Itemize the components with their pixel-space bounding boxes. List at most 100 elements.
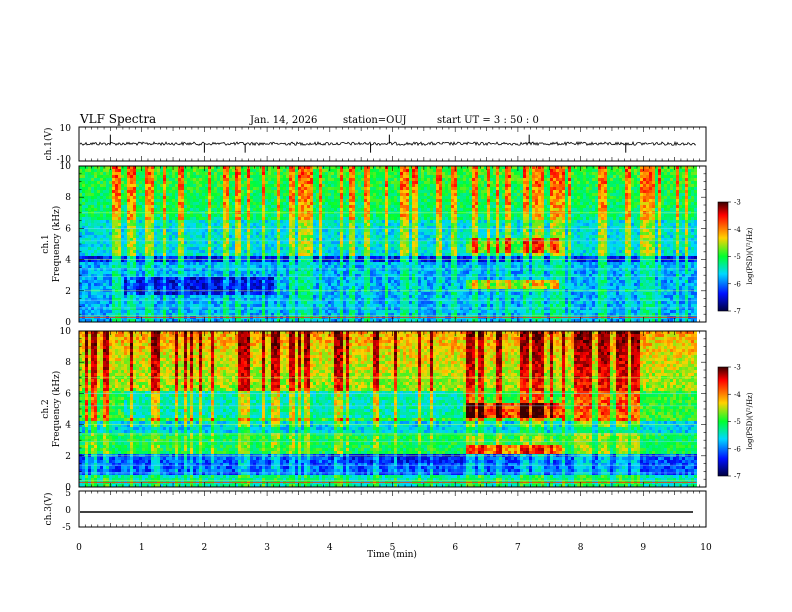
ch1-spectrogram-cell xyxy=(100,175,103,178)
ch1-spectrogram-cell xyxy=(301,187,304,190)
ch1-spectrogram-cell xyxy=(202,196,205,199)
ch1-spectrogram-cell xyxy=(142,304,145,307)
ch1-spectrogram-cell xyxy=(286,175,289,178)
ch1-spectrogram-cell xyxy=(229,199,232,202)
ch1-spectrogram-cell xyxy=(142,295,145,298)
ch1-spectrogram-cell xyxy=(337,319,340,322)
ch1-spectrogram-cell xyxy=(343,253,346,256)
ch1-spectrogram-cell xyxy=(235,175,238,178)
ch1-spectrogram-cell xyxy=(280,244,283,247)
ch1-spectrogram-cell xyxy=(343,214,346,217)
ch1-spectrogram-cell xyxy=(238,295,241,298)
ch1-spectrogram-cell xyxy=(352,229,355,232)
ch1-spectrogram-cell xyxy=(301,214,304,217)
ch1-spectrogram-cell xyxy=(328,313,331,316)
ch1-spectrogram-cell xyxy=(328,202,331,205)
ch1-spectrogram-cell xyxy=(202,217,205,220)
ch1-spectrogram-cell xyxy=(79,307,82,310)
ch1-spectrogram-cell xyxy=(145,298,148,301)
ch1-spectrogram-cell xyxy=(346,226,349,229)
ch1-spectrogram-cell xyxy=(304,202,307,205)
ch1-spectrogram-cell xyxy=(208,292,211,295)
ch1-spectrogram-cell xyxy=(166,277,169,280)
ch1-spectrogram-cell xyxy=(289,226,292,229)
ch1-spectrogram-cell xyxy=(262,202,265,205)
ch1-spectrogram-cell xyxy=(259,232,262,235)
ch1-spectrogram-cell xyxy=(319,214,322,217)
ch1-spectrogram-cell xyxy=(115,295,118,298)
ch1-spectrogram-cell xyxy=(118,172,121,175)
ch1-spectrogram-cell xyxy=(142,172,145,175)
ch1-spectrogram-cell xyxy=(85,238,88,241)
ch1-spectrogram-cell xyxy=(94,175,97,178)
ch1-spectrogram-cell xyxy=(292,310,295,313)
ch1-spectrogram-cell xyxy=(157,250,160,253)
ch1-spectrogram-cell xyxy=(157,301,160,304)
ch1-spectrogram-cell xyxy=(226,253,229,256)
ch1-spectrogram-cell xyxy=(130,271,133,274)
ch1-spectrogram-cell xyxy=(283,169,286,172)
ch1-spectrogram-cell xyxy=(235,241,238,244)
ch1-spectrogram-cell xyxy=(247,286,250,289)
ch1-spectrogram-cell xyxy=(187,298,190,301)
ch1-spectrogram-cell xyxy=(226,196,229,199)
ch1-spectrogram-cell xyxy=(331,295,334,298)
ch1-spectrogram-cell xyxy=(307,205,310,208)
ch1-spectrogram-cell xyxy=(151,247,154,250)
ch1-spectrogram-cell xyxy=(310,253,313,256)
ch1-spectrogram-cell xyxy=(163,286,166,289)
ch1-spectrogram-cell xyxy=(106,229,109,232)
ch1-spectrogram-cell xyxy=(226,238,229,241)
ch1-spectrogram-cell xyxy=(157,241,160,244)
ch1-spectrogram-cell xyxy=(289,199,292,202)
ch1-spectrogram-cell xyxy=(352,259,355,262)
ch1-spectrogram-cell xyxy=(160,292,163,295)
ch1-spectrogram-cell xyxy=(121,223,124,226)
ch1-spectrogram-cell xyxy=(319,244,322,247)
ch1-spectrogram-cell xyxy=(199,238,202,241)
ch1-spectrogram-cell xyxy=(82,199,85,202)
ch1-spectrogram-cell xyxy=(244,190,247,193)
ch1-spectrogram-cell xyxy=(307,223,310,226)
ch1-spectrogram-cell xyxy=(88,319,91,322)
ch1-spectrogram-cell xyxy=(160,175,163,178)
ch1-spectrogram-cell xyxy=(277,175,280,178)
ch1-spectrogram-cell xyxy=(244,259,247,262)
ch1-spectrogram-cell xyxy=(205,187,208,190)
ch1-spectrogram-cell xyxy=(238,181,241,184)
ch1-spectrogram-cell xyxy=(259,229,262,232)
ch1-spectrogram-cell xyxy=(349,223,352,226)
ch1-spectrogram-cell xyxy=(277,244,280,247)
ch1-spectrogram-cell xyxy=(250,274,253,277)
ch1-spectrogram-cell xyxy=(292,187,295,190)
ch1-spectrogram-cell xyxy=(316,247,319,250)
ch1-spectrogram-cell xyxy=(148,181,151,184)
ch1-spectrogram-cell xyxy=(241,166,244,169)
ch1-spectrogram-cell xyxy=(82,244,85,247)
ch1-spectrogram-cell xyxy=(337,295,340,298)
ch1-spectrogram-cell xyxy=(349,238,352,241)
ch1-spectrogram-cell xyxy=(241,310,244,313)
ch1-spectrogram-cell xyxy=(328,292,331,295)
ch1-spectrogram-cell xyxy=(349,184,352,187)
ch1-spectrogram-cell xyxy=(259,265,262,268)
ch1-spectrogram-cell xyxy=(82,193,85,196)
ch1-spectrogram-cell xyxy=(301,265,304,268)
ch1-spectrogram-cell xyxy=(112,196,115,199)
ch1-spectrogram-cell xyxy=(292,214,295,217)
ch1-spectrogram-cell xyxy=(130,193,133,196)
ch1-spectrogram-cell xyxy=(190,229,193,232)
ch1-spectrogram-cell xyxy=(103,223,106,226)
ch1-spectrogram-cell xyxy=(112,307,115,310)
ch1-spectrogram-cell xyxy=(310,214,313,217)
ch1-spectrogram-cell xyxy=(85,172,88,175)
ch1-spectrogram-cell xyxy=(139,244,142,247)
ch1-spectrogram-cell xyxy=(187,184,190,187)
ch1-spectrogram-cell xyxy=(151,262,154,265)
ch1-spectrogram-cell xyxy=(166,298,169,301)
ch1-spectrogram-cell xyxy=(172,166,175,169)
ch1-spectrogram-cell xyxy=(124,247,127,250)
ch1-spectrogram-cell xyxy=(316,205,319,208)
ch1-spectrogram-cell xyxy=(181,259,184,262)
ch1-spectrogram-cell xyxy=(283,265,286,268)
